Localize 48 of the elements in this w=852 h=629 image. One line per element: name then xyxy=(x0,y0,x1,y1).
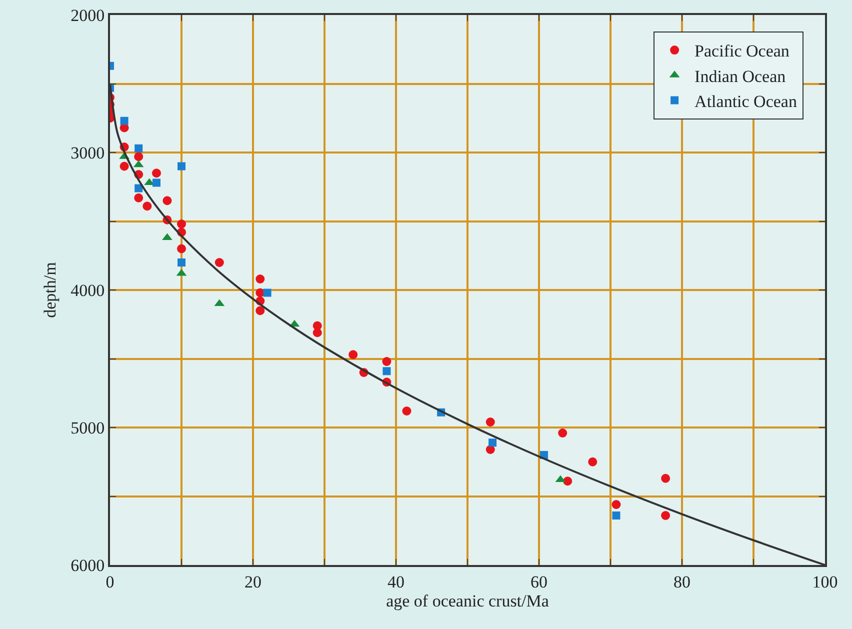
point xyxy=(661,511,670,520)
point xyxy=(486,418,495,426)
point xyxy=(256,274,265,284)
legend-label: Indian Ocean xyxy=(694,66,786,86)
x-tick-label: 100 xyxy=(812,572,838,592)
y-tick-label: 6000 xyxy=(70,556,105,575)
point xyxy=(558,428,568,438)
point xyxy=(142,202,152,211)
x-tick-label: 60 xyxy=(530,572,548,592)
point xyxy=(134,152,144,162)
point xyxy=(177,244,186,254)
x-tick-label: 0 xyxy=(106,572,114,592)
point xyxy=(120,116,128,125)
point xyxy=(661,474,670,483)
point xyxy=(612,512,620,520)
point xyxy=(152,178,160,187)
x-tick-label: 20 xyxy=(244,572,262,592)
point xyxy=(263,288,272,297)
point xyxy=(177,220,186,228)
point xyxy=(402,406,412,416)
point xyxy=(134,193,144,202)
point xyxy=(134,184,143,192)
point xyxy=(382,367,391,376)
point xyxy=(152,168,161,178)
point xyxy=(588,457,598,466)
x-tick-label: 40 xyxy=(388,572,404,592)
y-tick-label: 5000 xyxy=(70,418,105,438)
point xyxy=(348,350,358,360)
x-axis-title: age of oceanic crust/Ma xyxy=(386,591,550,610)
y-tick-label: 4000 xyxy=(70,280,105,300)
point xyxy=(134,144,143,152)
legend-label: Atlantic Ocean xyxy=(694,92,798,111)
point xyxy=(612,500,621,509)
point xyxy=(120,162,129,171)
point xyxy=(563,476,572,486)
point xyxy=(488,438,497,447)
y-axis-title: depth/m xyxy=(40,262,60,318)
point xyxy=(256,306,265,316)
x-tick-label: 80 xyxy=(674,572,690,592)
point xyxy=(214,258,224,267)
legend-label: Pacific Ocean xyxy=(694,42,790,61)
point xyxy=(312,328,322,338)
y-tick-label: 2000 xyxy=(70,6,105,25)
point xyxy=(382,357,392,366)
y-tick-label: 3000 xyxy=(70,143,105,162)
point xyxy=(178,162,186,170)
point xyxy=(162,196,172,206)
point xyxy=(178,258,186,266)
